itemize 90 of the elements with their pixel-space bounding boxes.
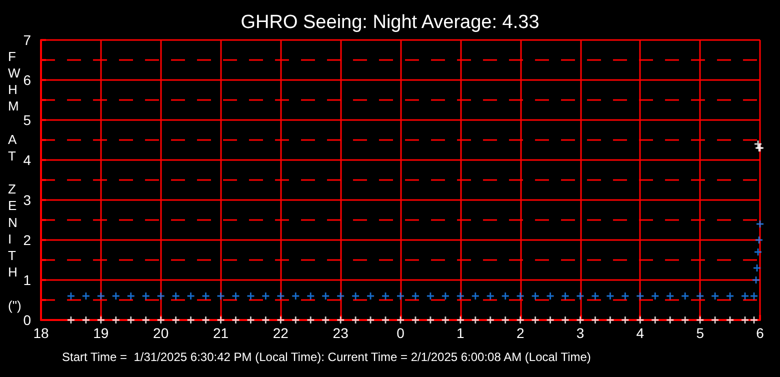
point — [502, 292, 509, 300]
point — [247, 316, 254, 324]
point — [502, 316, 509, 324]
point — [262, 292, 270, 300]
point — [562, 316, 569, 324]
point — [456, 292, 464, 300]
y-tick-label: 6 — [23, 72, 32, 88]
y-tick-label: 1 — [23, 272, 32, 288]
x-tick-label: 4 — [636, 325, 644, 341]
point — [562, 292, 569, 300]
point — [262, 316, 270, 324]
text: Start Time = 1/31/2025 6:30:42 PM (Local Time): Current Time = 2/1/2025 6:00:08 AM (Local Time) — [62, 350, 591, 364]
text: FWHM AT ZENITH (") — [8, 48, 22, 313]
point — [472, 316, 479, 324]
x-tick-label: 19 — [93, 325, 109, 341]
x-tick-label: 1 — [456, 325, 465, 341]
x-tick-label: 21 — [212, 325, 229, 341]
point — [202, 292, 210, 300]
point — [172, 316, 180, 324]
point — [322, 316, 330, 324]
x-tick-label: 5 — [696, 325, 704, 341]
x-tick-label: 23 — [332, 325, 349, 341]
point — [652, 292, 659, 300]
point — [696, 292, 704, 300]
point — [682, 292, 689, 300]
x-tick-label: 2 — [516, 325, 524, 341]
point — [202, 316, 210, 324]
point — [546, 316, 554, 324]
point — [442, 316, 449, 324]
point — [322, 292, 330, 300]
point — [592, 292, 599, 300]
y-tick-label: 2 — [23, 232, 32, 248]
point — [337, 292, 344, 300]
point — [622, 292, 629, 300]
point — [652, 316, 659, 324]
point — [82, 316, 90, 324]
point — [666, 292, 674, 300]
point — [127, 292, 134, 300]
point — [516, 292, 524, 300]
point — [112, 292, 120, 300]
point — [157, 292, 164, 300]
x-tick-label: 3 — [576, 325, 584, 341]
point — [486, 292, 494, 300]
point — [307, 292, 314, 300]
point — [712, 316, 719, 324]
point — [187, 292, 194, 300]
point — [172, 292, 180, 300]
point — [127, 316, 134, 324]
y-tick-label: 7 — [23, 32, 32, 48]
point — [606, 292, 614, 300]
x-tick-label: 20 — [153, 325, 169, 341]
point — [232, 316, 240, 324]
y-tick-label: 3 — [23, 192, 32, 208]
point — [532, 316, 539, 324]
point — [82, 292, 90, 300]
point — [277, 292, 284, 300]
point — [666, 316, 674, 324]
point — [307, 316, 314, 324]
point — [486, 316, 494, 324]
point — [576, 292, 584, 300]
point — [142, 316, 150, 324]
point — [292, 316, 300, 324]
point — [442, 292, 449, 300]
point — [352, 292, 360, 300]
point — [622, 316, 629, 324]
point — [636, 292, 644, 300]
point — [112, 316, 120, 324]
point — [546, 292, 554, 300]
x-tick-label: 22 — [272, 325, 289, 341]
point — [247, 292, 254, 300]
point — [232, 292, 240, 300]
x-tick-label: 6 — [756, 325, 764, 341]
x-tick-label: 0 — [396, 325, 405, 341]
point — [352, 316, 360, 324]
point — [592, 316, 599, 324]
point — [606, 316, 614, 324]
point — [472, 292, 479, 300]
point — [292, 292, 300, 300]
y-tick-label: 0 — [23, 312, 32, 328]
point — [532, 292, 539, 300]
point — [712, 292, 719, 300]
point — [682, 316, 689, 324]
y-tick-label: 4 — [23, 152, 32, 168]
point — [217, 292, 224, 300]
chart-title: GHRO Seeing: Night Average: 4.33 — [240, 12, 540, 33]
y-tick-label: 5 — [23, 112, 32, 128]
point — [97, 292, 104, 300]
x-tick-label: 18 — [33, 325, 49, 341]
point — [142, 292, 150, 300]
point — [187, 316, 194, 324]
